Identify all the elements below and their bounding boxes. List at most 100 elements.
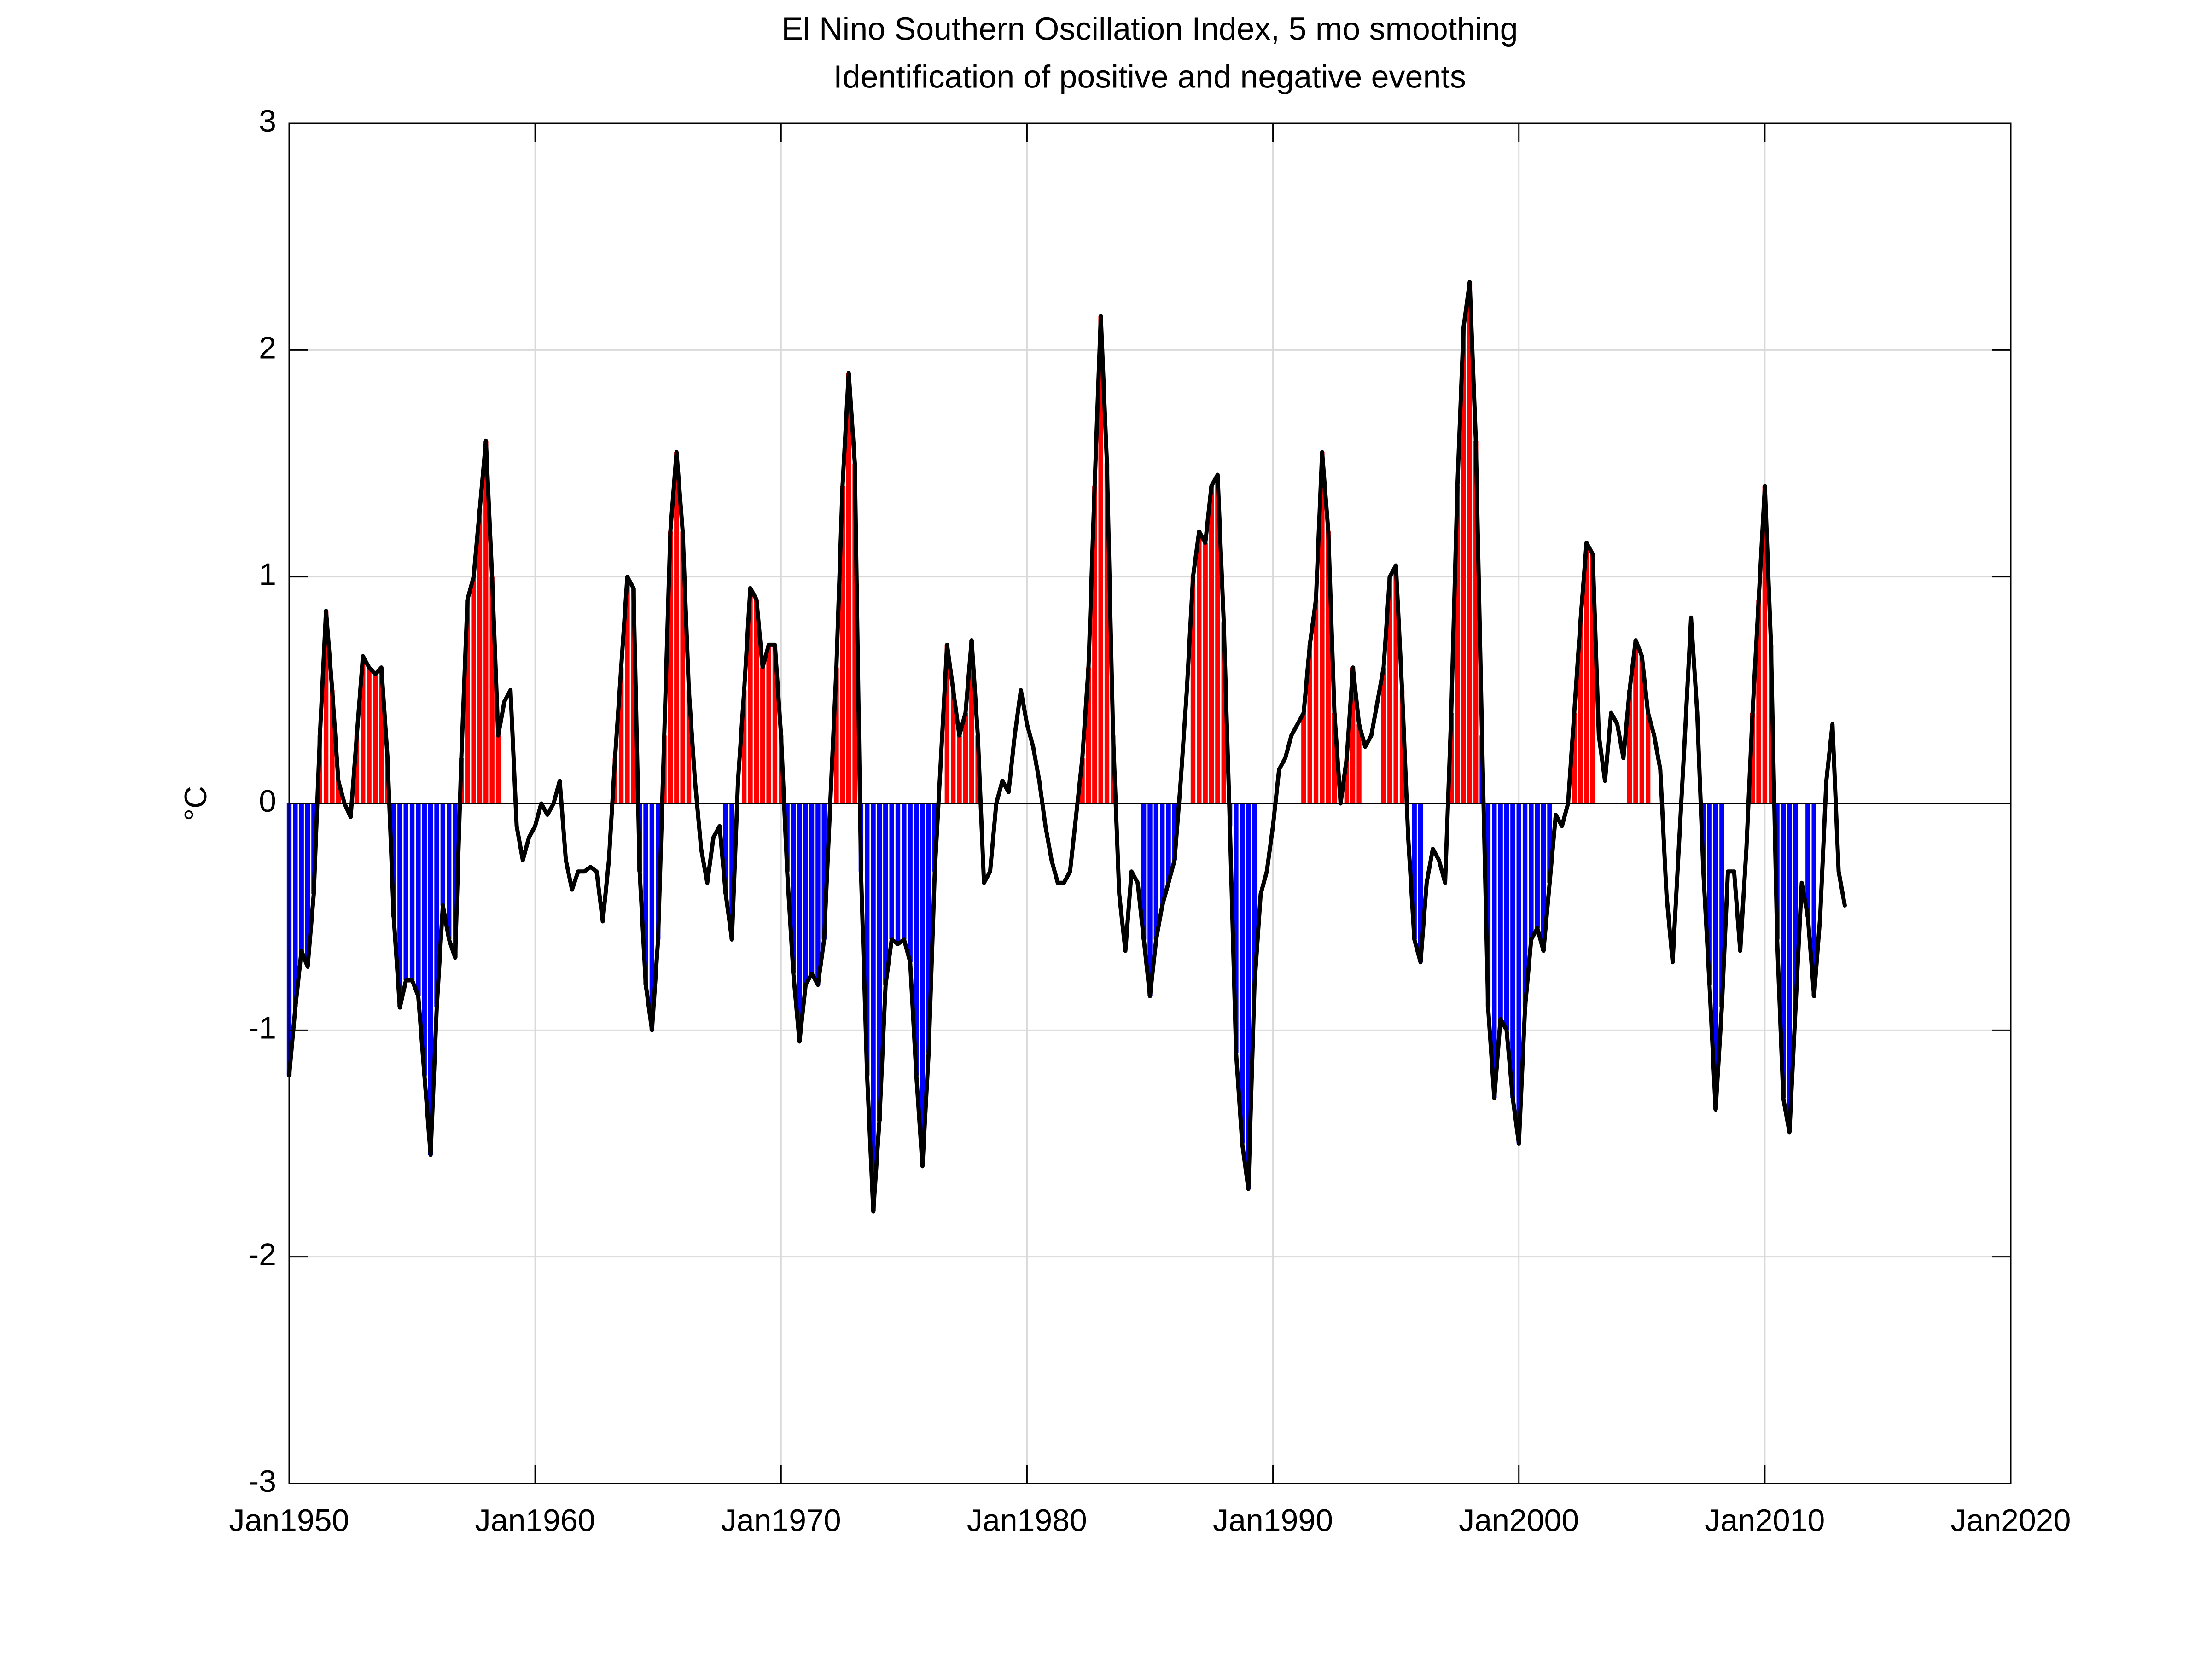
event-bar	[914, 803, 919, 1076]
x-tick-label: Jan2000	[1459, 1503, 1579, 1538]
event-bar	[1627, 690, 1632, 803]
event-bar	[1326, 531, 1331, 803]
event-bar	[852, 463, 857, 803]
event-bar	[1412, 803, 1417, 940]
event-bar	[1811, 803, 1816, 996]
event-bar	[1387, 576, 1392, 803]
event-bar	[1399, 690, 1405, 803]
event-bar	[336, 780, 341, 803]
event-bar	[1092, 486, 1097, 803]
event-bars	[286, 282, 1816, 1212]
event-bar	[1153, 803, 1159, 940]
event-bar	[902, 803, 907, 940]
event-bar	[1516, 803, 1521, 1144]
event-bar	[1215, 475, 1220, 803]
event-bar	[1645, 713, 1651, 803]
event-bar	[1197, 531, 1202, 803]
event-bar	[1234, 803, 1239, 1053]
event-bar	[391, 803, 396, 917]
event-bar	[1246, 803, 1251, 1189]
event-bar	[926, 803, 931, 1053]
event-bar	[865, 803, 870, 1076]
event-bar	[1805, 803, 1810, 917]
event-bar	[1221, 622, 1226, 803]
event-bar	[1498, 803, 1503, 1019]
x-tick-label: Jan1980	[967, 1503, 1087, 1538]
event-bar	[1541, 803, 1546, 951]
event-bar	[803, 803, 808, 985]
event-bar	[1350, 667, 1356, 803]
event-bar	[821, 803, 827, 940]
event-bar	[1381, 667, 1386, 803]
event-bar	[1467, 282, 1473, 804]
event-bar	[1578, 622, 1583, 803]
event-bar	[908, 803, 913, 962]
event-bar	[1485, 803, 1491, 1008]
event-bar	[1320, 452, 1325, 803]
event-bar	[1313, 599, 1319, 803]
event-bar	[809, 803, 815, 974]
event-bar	[1307, 645, 1312, 803]
event-bar	[1572, 713, 1577, 803]
event-bar	[1633, 640, 1638, 803]
event-bar	[1166, 803, 1171, 883]
chart-subtitle: Identification of positive and negative …	[833, 58, 1466, 94]
event-bar	[1086, 667, 1091, 803]
event-bar	[1190, 576, 1196, 803]
event-bar	[883, 803, 888, 985]
event-bar	[1160, 803, 1165, 906]
event-bar	[877, 803, 882, 1121]
event-bar	[323, 611, 329, 803]
event-bar	[1252, 803, 1257, 985]
y-tick-label: -1	[249, 1010, 276, 1045]
event-bar	[674, 452, 679, 803]
y-tick-label: 0	[259, 784, 276, 819]
event-bar	[1147, 803, 1153, 996]
x-tick-label: Jan1970	[721, 1503, 841, 1538]
event-bar	[447, 803, 452, 940]
event-bar	[1098, 316, 1103, 803]
event-bar	[748, 588, 753, 803]
event-bar	[1584, 542, 1589, 803]
event-bar	[373, 674, 378, 803]
x-tick-label: Jan2020	[1951, 1503, 2071, 1538]
event-bar	[489, 576, 495, 803]
event-bar	[1492, 803, 1497, 1099]
event-bar	[871, 803, 876, 1212]
event-bar	[957, 735, 962, 803]
event-bar	[416, 803, 421, 996]
event-bar	[1707, 803, 1712, 985]
event-bar	[1522, 803, 1528, 1008]
y-tick-label: -2	[249, 1237, 276, 1272]
event-bar	[944, 645, 950, 803]
event-bar	[1301, 713, 1306, 803]
event-bar	[434, 803, 439, 1008]
event-bar	[471, 576, 476, 803]
event-bar	[668, 531, 673, 803]
event-bar	[1756, 599, 1761, 803]
y-tick-label: -3	[249, 1464, 276, 1499]
event-bar	[969, 640, 974, 803]
index-line	[287, 280, 1847, 1214]
event-bar	[840, 486, 845, 803]
x-tick-label: Jan1950	[229, 1503, 349, 1538]
event-bar	[815, 803, 821, 985]
plot-frame	[288, 122, 2012, 1484]
event-bar	[495, 735, 501, 803]
event-bar	[889, 803, 894, 940]
event-bar	[453, 803, 458, 958]
event-bar	[1332, 713, 1337, 803]
event-bar	[1719, 803, 1724, 1008]
event-bar	[379, 667, 384, 803]
event-bar	[834, 667, 839, 803]
x-tick-label: Jan1960	[475, 1503, 595, 1538]
event-bar	[1713, 803, 1718, 1110]
x-tick-label: Jan2010	[1705, 1503, 1825, 1538]
event-bar	[428, 803, 433, 1155]
event-bar	[361, 656, 366, 803]
event-bar	[791, 803, 796, 974]
event-bar	[305, 803, 310, 967]
event-bar	[1240, 803, 1245, 1144]
event-bar	[1793, 803, 1798, 1008]
